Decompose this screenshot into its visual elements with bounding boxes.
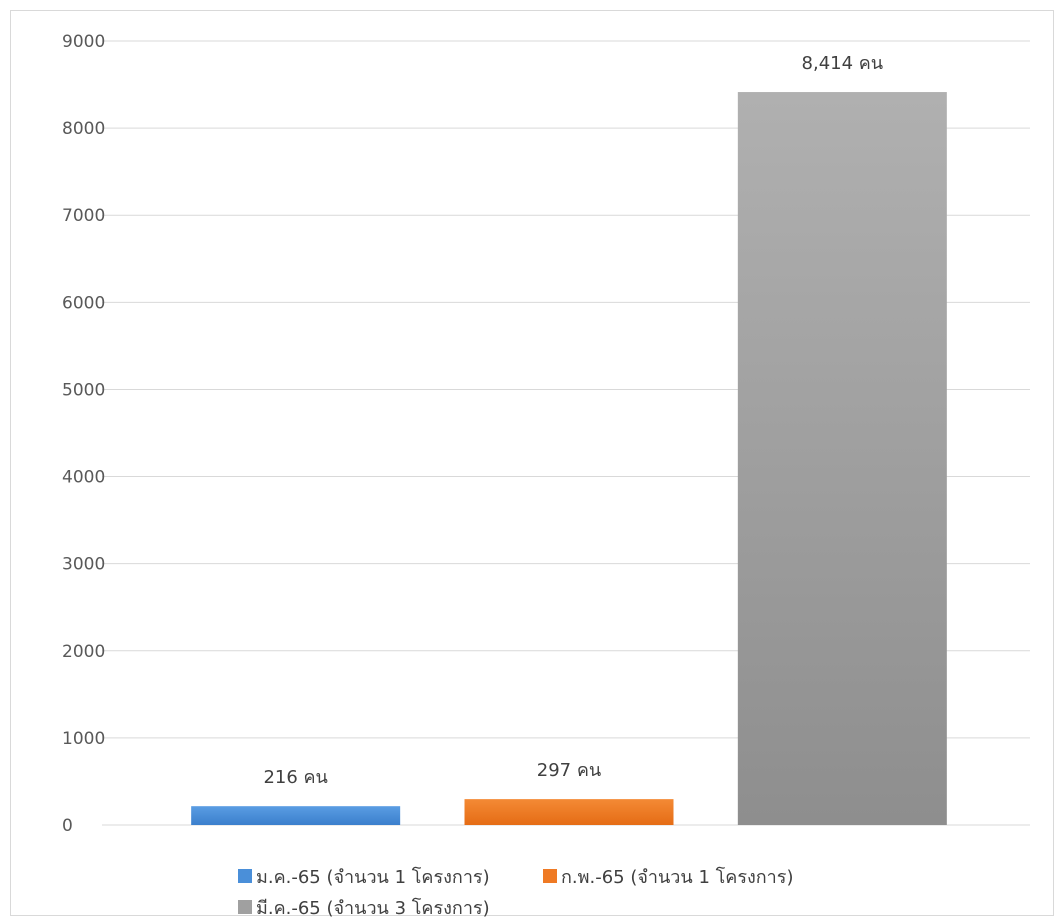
- legend: ม.ค.-65 (จำนวน 1 โครงการ) ก.พ.-65 (จำนวน …: [238, 866, 793, 917]
- data-labels: 216 คน 297 คน 8,414 คน: [263, 53, 883, 788]
- y-tick-label: 4000: [62, 468, 105, 488]
- legend-swatch: [238, 900, 252, 914]
- bar: [464, 799, 674, 825]
- bars: [191, 92, 947, 825]
- legend-label: มี.ค.-65 (จำนวน 3 โครงการ): [256, 897, 490, 917]
- y-tick-label: 2000: [62, 642, 105, 662]
- legend-label: ม.ค.-65 (จำนวน 1 โครงการ): [256, 866, 490, 888]
- y-tick-label: 6000: [62, 293, 105, 313]
- bar: [737, 92, 947, 825]
- data-label: 8,414 คน: [802, 53, 884, 74]
- y-tick-label: 1000: [62, 729, 105, 749]
- y-tick-label: 7000: [62, 206, 105, 226]
- y-tick-label: 5000: [62, 380, 105, 400]
- y-axis-ticks: 0 1000 2000 3000 4000 5000 6000 7000 8000 9000: [62, 32, 105, 836]
- data-label: 216 คน: [263, 767, 327, 788]
- bar: [191, 806, 401, 825]
- legend-label: ก.พ.-65 (จำนวน 1 โครงการ): [561, 866, 793, 888]
- legend-swatch: [543, 869, 557, 883]
- data-label: 297 คน: [537, 760, 601, 781]
- y-tick-label: 8000: [62, 119, 105, 139]
- y-tick-label: 0: [62, 816, 73, 836]
- y-tick-label: 9000: [62, 32, 105, 52]
- legend-swatch: [238, 869, 252, 883]
- y-tick-label: 3000: [62, 555, 105, 575]
